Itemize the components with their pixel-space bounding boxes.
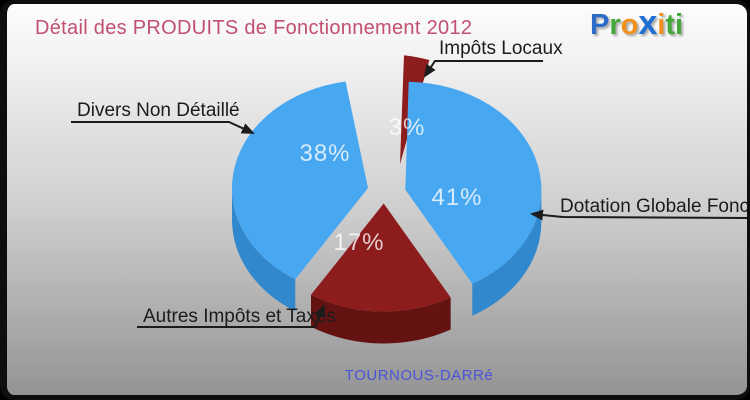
callout-impots-locaux: Impôts Locaux bbox=[423, 38, 563, 78]
pie-slice-side-autres-impots-et-taxes bbox=[310, 294, 451, 344]
callout-arrow bbox=[423, 60, 543, 78]
logo-letter: t bbox=[665, 9, 676, 41]
percent-labels: 3% 41% 17% 38% bbox=[299, 114, 482, 256]
pie-slice-autres-impots-et-taxes[interactable] bbox=[310, 203, 451, 312]
callout-label: Divers Non Détaillé bbox=[77, 100, 240, 121]
pie-slice-side-divers-non-detaille bbox=[232, 188, 296, 312]
logo-letter: i bbox=[675, 9, 684, 41]
pie-slice-side-dotation-globale-fonctio bbox=[472, 189, 542, 316]
pie-slice-divers-non-detaille[interactable] bbox=[232, 81, 368, 280]
pct-label-autres-impots-et-taxes: 17% bbox=[333, 229, 384, 256]
callout-label: Autres Impôts et Taxes bbox=[143, 306, 336, 327]
logo-letter: i bbox=[657, 9, 666, 41]
logo-letter: P bbox=[590, 9, 610, 41]
pie-chart: 3% 41% 17% 38% Impôts Locaux Dotation Globa… bbox=[71, 38, 750, 344]
logo-letter: x bbox=[638, 4, 658, 42]
callout-autres-impots: Autres Impôts et Taxes bbox=[137, 304, 336, 328]
logo-letter: o bbox=[620, 9, 639, 41]
callout-arrow bbox=[137, 304, 325, 328]
commune-name: TOURNOUS-DARRé bbox=[344, 367, 494, 384]
callout-dotation-globale: Dotation Globale Fonctio bbox=[530, 196, 750, 221]
pct-label-impots-locaux: 3% bbox=[389, 114, 426, 141]
chart-title: Détail des PRODUITS de Fonctionnement 20… bbox=[35, 17, 473, 39]
pie-slice-dotation-globale-fonctio[interactable] bbox=[405, 81, 542, 284]
logo-letter: r bbox=[609, 9, 621, 41]
callout-divers-non-detaille: Divers Non Détaillé bbox=[71, 100, 255, 134]
callout-label: Dotation Globale Fonctio bbox=[560, 196, 750, 217]
pct-label-dotation-globale-fonctio: 41% bbox=[431, 184, 482, 211]
callout-arrow bbox=[530, 209, 747, 221]
pie-slices bbox=[232, 55, 542, 344]
callout-label: Impôts Locaux bbox=[439, 38, 563, 59]
proxiti-logo: Proxiti bbox=[590, 4, 684, 42]
callout-arrow bbox=[71, 121, 255, 134]
pct-label-divers-non-detaille: 38% bbox=[299, 140, 350, 167]
